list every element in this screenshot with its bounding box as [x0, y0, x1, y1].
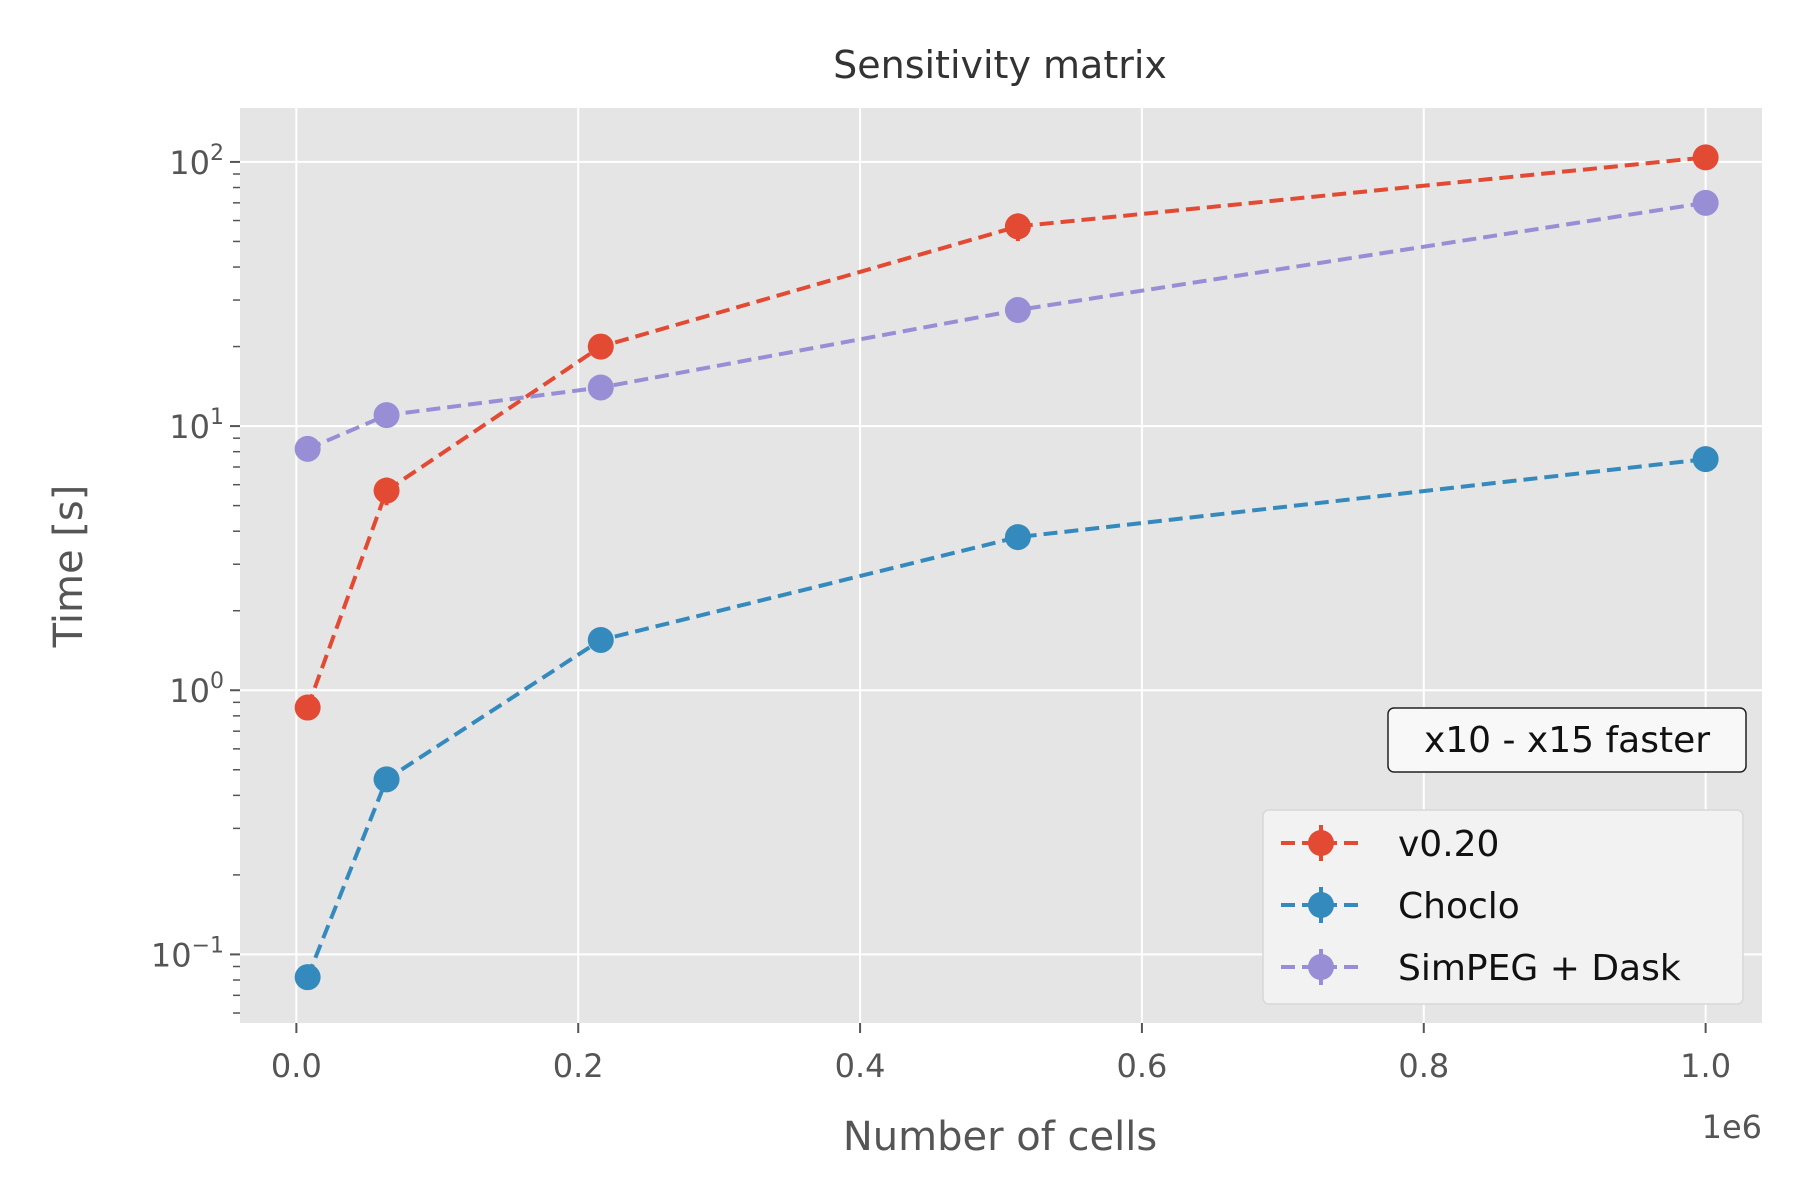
y-tick-label: 102	[169, 141, 224, 182]
y-tick-labels: 10−1 100 101 102	[151, 141, 224, 974]
legend-label: v0.20	[1398, 824, 1499, 865]
data-point	[587, 374, 614, 401]
data-point	[587, 333, 614, 360]
x-tick-label: 0.0	[271, 1047, 322, 1085]
x-tick-label: 0.8	[1398, 1047, 1449, 1085]
data-point	[1004, 524, 1031, 551]
series-simpeg-dask	[294, 189, 1719, 462]
series-layer	[294, 144, 1719, 991]
x-offset-label: 1e6	[1702, 1108, 1762, 1146]
series-choclo	[294, 446, 1719, 991]
data-point	[1004, 213, 1031, 240]
legend-frame	[1262, 809, 1744, 1005]
legend: v0.20 Choclo SimPEG + Dask	[1262, 809, 1744, 1005]
legend-marker	[1308, 830, 1334, 856]
data-point	[294, 964, 321, 991]
x-tick-label: 0.6	[1116, 1047, 1167, 1085]
data-point	[373, 402, 400, 429]
chart-title: Sensitivity matrix	[833, 43, 1167, 87]
annotation-text: x10 - x15 faster	[1424, 720, 1710, 761]
legend-label: SimPEG + Dask	[1398, 948, 1681, 989]
data-point	[1004, 297, 1031, 324]
legend-marker	[1308, 954, 1334, 980]
y-tick-label: 100	[169, 669, 224, 710]
legend-entry: SimPEG + Dask	[1281, 948, 1681, 989]
y-tick-label: 10−1	[151, 933, 224, 974]
legend-entry: v0.20	[1281, 824, 1499, 865]
minor-ticks	[230, 160, 1707, 1033]
x-tick-labels: 0.0 0.2 0.4 0.6 0.8 1.0	[271, 1047, 1731, 1085]
data-point	[1692, 144, 1719, 171]
legend-marker	[1308, 892, 1334, 918]
data-point	[373, 477, 400, 504]
y-tick-label: 101	[169, 405, 224, 446]
annotation-box: x10 - x15 faster	[1387, 707, 1747, 773]
y-axis-label: Time [s]	[46, 485, 92, 649]
legend-entry: Choclo	[1281, 886, 1520, 927]
data-point	[294, 694, 321, 721]
x-axis-label: Number of cells	[843, 1114, 1157, 1160]
x-tick-label: 0.4	[835, 1047, 886, 1085]
series-v0-20	[294, 144, 1719, 721]
data-point	[294, 435, 321, 462]
data-point	[1692, 446, 1719, 473]
legend-label: Choclo	[1398, 886, 1520, 927]
data-point	[373, 766, 400, 793]
x-tick-label: 0.2	[553, 1047, 604, 1085]
data-point	[587, 626, 614, 653]
data-point	[1692, 189, 1719, 216]
x-tick-label: 1.0	[1680, 1047, 1731, 1085]
